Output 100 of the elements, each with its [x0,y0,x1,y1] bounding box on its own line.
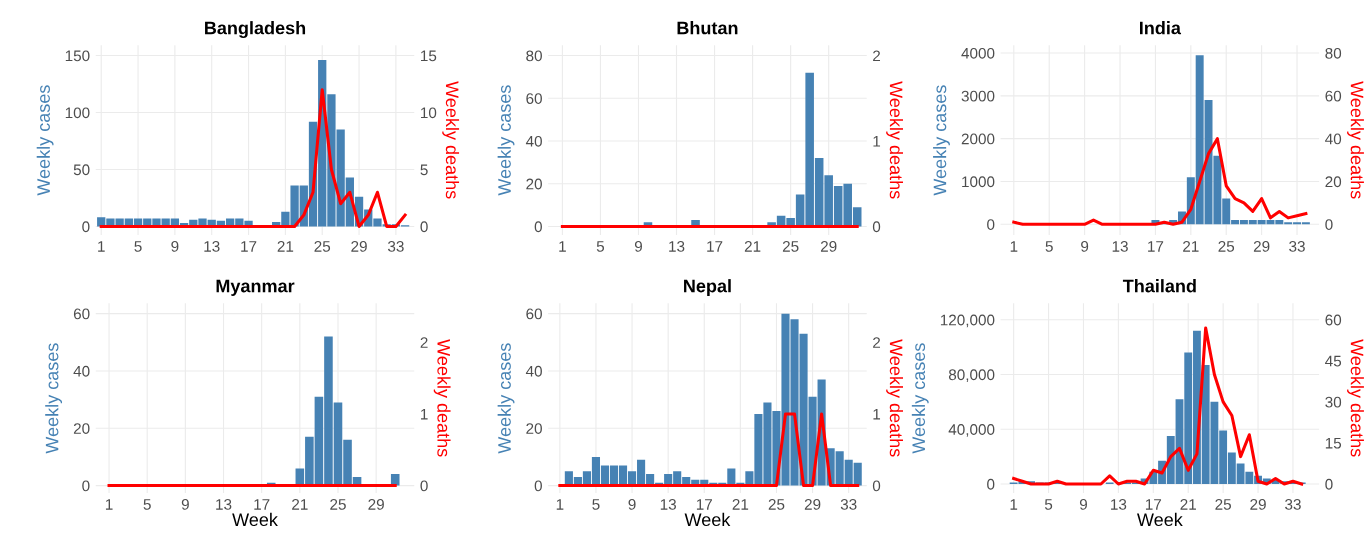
x-tick-label: 25 [1218,240,1235,252]
y2-tick-label: 1 [873,136,881,147]
x-tick-label: 5 [143,499,151,510]
y2-tick-label: 5 [420,164,428,176]
y2-tick-label: 15 [1325,437,1342,449]
x-tick-label: 29 [820,240,837,252]
x-tick-label: 1 [105,499,113,510]
y-tick-label: 0 [534,221,542,233]
x-tick-label: 25 [1215,498,1231,510]
y-axis-title: Weekly cases [36,85,54,196]
y-tick-label: 80,000 [948,369,995,382]
chart-title: Bangladesh [205,21,306,39]
y2-tick-label: 0 [420,221,428,233]
y-tick-label: 150 [65,50,90,62]
x-axis-title: Week [232,512,278,527]
y2-tick-label: 0 [872,480,881,492]
chart-title: Bhutan [677,21,738,35]
x-tick-label: 17 [241,241,257,252]
y2-tick-label: 0 [872,221,881,233]
y2-tick-label: 1 [873,408,881,420]
y2-axis-title: Weekly deaths [442,81,460,199]
y2-tick-label: 80 [1325,47,1342,59]
chart-title: Thailand [1122,279,1196,293]
x-tick-label: 21 [732,498,749,510]
y-tick-label: 2000 [961,133,995,145]
y-tick-label: 40 [73,365,90,377]
x-tick-label: 5 [596,241,605,252]
x-tick-label: 17 [707,241,723,252]
y-tick-label: 20 [73,423,90,434]
x-tick-label: 21 [277,240,294,252]
y2-tick-label: 60 [1325,314,1342,326]
x-tick-label: 5 [1044,499,1053,510]
y2-tick-label: 30 [1325,396,1342,408]
y2-axis-title: Weekly deaths [886,81,903,199]
chart-title: Nepal [684,279,731,296]
chart-title: India [1139,21,1182,35]
y-tick-label: 100 [65,107,90,119]
x-tick-label: 9 [171,240,179,252]
y-tick-label: 40 [525,135,542,147]
x-tick-label: 25 [782,240,799,252]
x-axis-title: Week [684,512,731,527]
y2-tick-label: 2 [873,50,881,62]
x-tick-label: 33 [1285,498,1301,510]
y2-axis-title: Weekly deaths [1347,81,1364,199]
x-tick-label: 33 [840,498,857,510]
y-tick-label: 3000 [961,90,995,102]
x-tick-label: 13 [216,498,232,510]
y-tick-label: 0 [987,478,995,490]
y2-tick-label: 40 [1325,133,1342,145]
y-tick-label: 60 [526,308,542,320]
y2-tick-label: 2 [420,337,428,348]
x-tick-label: 5 [1045,241,1053,252]
y-tick-label: 0 [82,221,90,233]
x-tick-label: 21 [1180,498,1196,510]
y-axis-title: Weekly cases [497,85,515,196]
y2-tick-label: 45 [1325,355,1342,367]
x-tick-label: 29 [1250,498,1266,510]
x-tick-label: 13 [660,498,676,510]
y-axis-title: Weekly cases [497,343,515,454]
y-tick-label: 50 [73,164,90,176]
y2-axis-title: Weekly deaths [1347,339,1364,457]
y2-tick-label: 10 [421,107,437,119]
y-tick-label: 0 [534,480,542,492]
y2-tick-label: 15 [421,50,437,62]
y-tick-label: 40 [525,365,542,377]
x-tick-label: 17 [1145,499,1162,510]
y-axis-title: Weekly cases [933,85,950,196]
x-tick-label: 9 [181,498,189,510]
y-tick-label: 20 [526,423,542,434]
x-tick-label: 5 [592,499,600,510]
x-tick-label: 29 [1253,240,1270,252]
y-tick-label: 60 [73,308,90,320]
x-tick-label: 21 [292,498,308,510]
y2-tick-label: 60 [1325,90,1342,102]
y-axis-title: Weekly cases [45,343,63,454]
x-tick-label: 9 [634,240,642,252]
x-tick-label: 1 [1010,241,1018,252]
y-tick-label: 0 [987,219,995,230]
y-tick-label: 4000 [961,47,995,59]
x-tick-label: 1 [556,499,564,510]
x-tick-label: 13 [1111,498,1127,510]
y-tick-label: 60 [526,93,542,104]
x-tick-label: 13 [204,240,220,252]
y-tick-label: 40,000 [948,424,995,437]
x-tick-label: 17 [696,499,712,510]
y2-axis-title: Weekly deaths [433,339,451,457]
y-tick-label: 20 [526,178,542,190]
y-tick-label: 80 [526,50,542,62]
y2-tick-label: 2 [873,337,881,348]
y2-tick-label: 0 [420,480,428,492]
x-tick-label: 13 [669,240,685,252]
y2-tick-label: 0 [1325,219,1333,230]
x-tick-label: 17 [254,499,270,510]
x-tick-label: 9 [1079,498,1087,510]
y2-axis-title: Weekly deaths [886,339,903,457]
x-tick-label: 17 [1148,241,1164,252]
x-tick-label: 1 [98,241,105,252]
x-tick-label: 1 [559,241,566,252]
y-axis-title: Weekly cases [911,343,929,454]
x-axis-title: Week [1137,512,1183,527]
